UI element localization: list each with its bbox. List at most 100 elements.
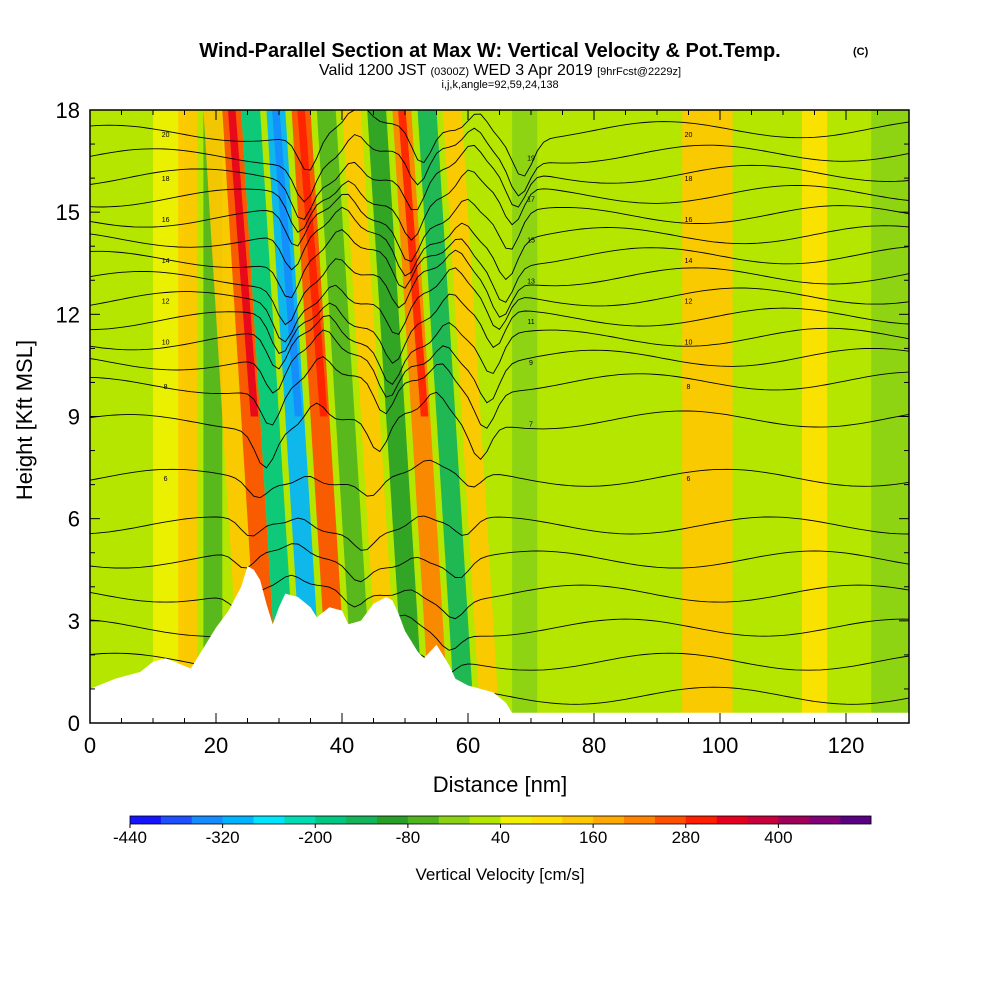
- y-tick-label: 6: [68, 507, 80, 532]
- x-tick-label: 40: [330, 733, 354, 758]
- theta-contour-label: 17: [527, 197, 535, 204]
- x-axis: 0 20 40 60 80 100 120: [84, 110, 910, 758]
- colorbar-swatch: [191, 816, 223, 824]
- x-tick-label: 60: [456, 733, 480, 758]
- theta-contour-label: 19: [527, 156, 535, 163]
- chart-subtitle: Valid 1200 JST (0300Z) WED 3 Apr 2019 [9…: [319, 62, 681, 79]
- velocity-core: [272, 110, 303, 417]
- theta-contour: [89, 109, 910, 177]
- theta-contour-label: 12: [162, 299, 170, 306]
- colorbar-swatch: [500, 816, 532, 824]
- theta-contour: [89, 127, 910, 203]
- theta-contour: [89, 193, 910, 263]
- velocity-band: [153, 110, 185, 723]
- theta-contour: [89, 206, 910, 281]
- colorbar-swatch: [840, 816, 872, 824]
- theta-contour: [89, 267, 910, 343]
- theta-contour: [89, 229, 910, 303]
- velocity-core: [227, 110, 259, 417]
- colorbar-swatch: [130, 816, 162, 824]
- theta-contour-label: 9: [529, 360, 533, 367]
- y-tick-label: 3: [68, 609, 80, 634]
- colorbar-tick-label: 400: [764, 828, 792, 847]
- colorbar-swatch: [160, 816, 193, 824]
- velocity-band: [115, 110, 135, 723]
- y-axis: 0 3 6 9 12 15 18: [56, 98, 909, 736]
- theta-contour: [89, 249, 910, 326]
- velocity-band: [417, 110, 475, 723]
- terrain-mask: [90, 566, 909, 723]
- y-axis-label: Height [Kft MSL]: [12, 340, 37, 500]
- y-tick-label: 12: [56, 302, 80, 327]
- theta-contour: [89, 293, 910, 364]
- theta-contour: [89, 315, 910, 386]
- theta-contour: [89, 574, 910, 620]
- colorbar-swatch: [778, 816, 810, 824]
- theta-contour: [89, 144, 910, 220]
- colorbar-tick-label: -440: [113, 828, 147, 847]
- theta-contour-label: 18: [162, 176, 170, 183]
- colorbar-tick-label: 280: [672, 828, 700, 847]
- theta-contour: [89, 515, 910, 551]
- theta-contour-label: 20: [685, 132, 693, 139]
- subtitle-forecast: [9hrFcst@2229z]: [597, 66, 681, 78]
- colorbar-tick-label: -80: [396, 828, 421, 847]
- theta-contour: [89, 329, 910, 404]
- colorbar-swatch: [438, 816, 470, 824]
- colorbar-swatch: [346, 816, 378, 824]
- velocity-band: [367, 110, 424, 723]
- colorbar-label: Vertical Velocity [cm/s]: [415, 865, 584, 884]
- velocity-band: [682, 110, 733, 723]
- velocity-band: [342, 110, 399, 723]
- colorbar-tick-label: -200: [298, 828, 332, 847]
- theta-contour-label: 16: [162, 217, 170, 224]
- vertical-velocity-field: [115, 110, 909, 723]
- colorbar-swatch: [716, 816, 748, 824]
- potential-temperature-contours: 6 6 7 8 8 9 10 10 11 12 12 13 14 14 15 16 16 17 18 18 19 20 20: [89, 109, 910, 719]
- theta-contour-label: 16: [685, 217, 693, 224]
- theta-contour: [89, 543, 910, 583]
- theta-contour-label: 20: [162, 132, 170, 139]
- colorbar-ticks: -440 -320 -200 -80 40 160 280 400: [113, 824, 793, 847]
- colorbar: [129, 815, 872, 825]
- theta-contour-label: 13: [527, 278, 535, 285]
- theta-contour-label: 7: [529, 421, 533, 428]
- theta-contour-label: 15: [527, 237, 535, 244]
- velocity-band: [512, 110, 538, 723]
- colorbar-swatch: [407, 816, 440, 824]
- subtitle-zulu: (0300Z): [430, 66, 469, 78]
- subtitle-date: WED 3 Apr 2019: [473, 62, 592, 79]
- colorbar-swatch: [809, 816, 841, 824]
- section-info-line: i,j,k,angle=92,59,24,138: [441, 79, 558, 91]
- colorbar-swatch: [654, 816, 687, 824]
- theta-contour-label: 8: [164, 384, 168, 391]
- theta-contour-label: 6: [687, 476, 691, 483]
- colorbar-swatch: [624, 816, 656, 824]
- colorbar-tick-label: 40: [491, 828, 510, 847]
- theta-contour: [89, 356, 910, 429]
- theta-contour-label: 8: [687, 384, 691, 391]
- x-axis-label: Distance [nm]: [433, 772, 568, 797]
- x-tick-label: 20: [204, 733, 228, 758]
- theta-contour-label: 10: [162, 340, 170, 347]
- colorbar-swatch: [747, 816, 779, 824]
- velocity-band: [178, 110, 198, 723]
- colorbar-swatch: [685, 816, 717, 824]
- theta-contour: [89, 169, 910, 241]
- y-tick-label: 15: [56, 200, 80, 225]
- colorbar-swatch: [377, 816, 409, 824]
- theta-contour: [89, 391, 910, 469]
- velocity-core: [297, 110, 328, 417]
- x-tick-label: 0: [84, 733, 96, 758]
- plot-area: 6 6 7 8 8 9 10 10 11 12 12 13 14 14 15 16 16 17 18 18 19 20 20: [89, 109, 910, 724]
- theta-contour-label: 6: [164, 476, 168, 483]
- chart-title: Wind-Parallel Section at Max W: Vertical…: [199, 40, 780, 62]
- y-tick-label: 0: [68, 711, 80, 736]
- colorbar-swatch: [253, 816, 285, 824]
- x-tick-label: 120: [828, 733, 865, 758]
- velocity-core: [398, 110, 429, 417]
- colorbar-tick-label: 160: [579, 828, 607, 847]
- colorbar-swatch: [593, 816, 625, 824]
- y-tick-label: 18: [56, 98, 80, 123]
